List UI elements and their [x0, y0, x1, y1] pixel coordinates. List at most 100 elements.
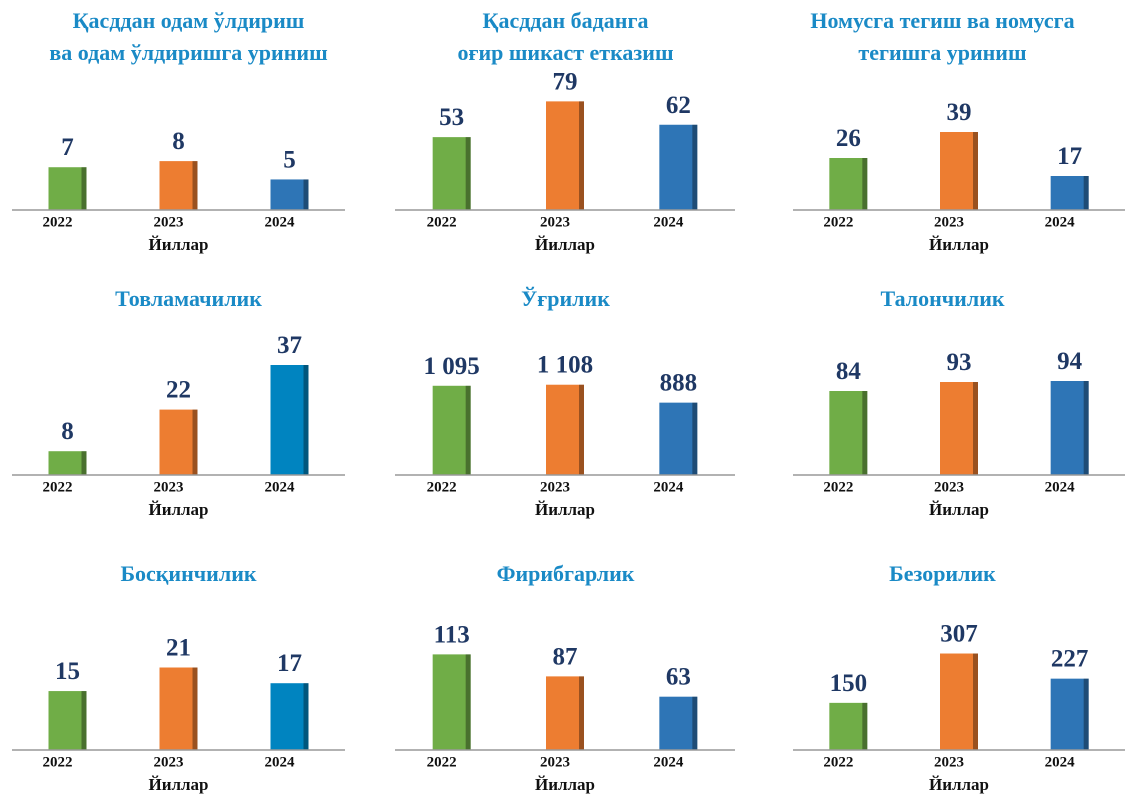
bar-shade	[692, 696, 698, 750]
chart-panel: Товламачилик 8 2022 22 2023 37 2024 Йиллар	[0, 265, 377, 534]
x-tick-label: 2022	[427, 479, 457, 495]
data-label: 87	[553, 643, 578, 670]
bar	[48, 167, 87, 210]
bar-shade	[303, 683, 309, 750]
x-tick-label: 2023	[540, 479, 570, 495]
x-tick-label: 2022	[823, 754, 853, 770]
chart-title: Фирибгарлик	[496, 561, 635, 586]
bar-shade	[862, 702, 868, 750]
bar	[940, 382, 978, 475]
bar	[432, 137, 471, 210]
bar	[270, 179, 309, 210]
data-label: 7	[61, 134, 74, 161]
bar	[1050, 678, 1089, 750]
chart-panel: Қасддан одам ўлдириш ва одам ўлдиришга у…	[0, 0, 377, 269]
bar	[432, 385, 471, 475]
x-tick-label: 2024	[1045, 754, 1076, 770]
bar	[659, 402, 698, 475]
bar-shade	[303, 365, 309, 475]
x-axis-label: Йиллар	[535, 775, 595, 794]
x-axis-label: Йиллар	[148, 775, 208, 794]
bar-shade	[81, 451, 87, 475]
data-label: 113	[434, 621, 470, 648]
x-tick-label: 2024	[1045, 479, 1076, 495]
bar-shade	[579, 384, 584, 475]
chart: 113 2022 87 2023 63 2024 Йиллар	[395, 621, 735, 794]
bar-shade	[192, 161, 198, 210]
bar-shade	[465, 385, 471, 475]
x-axis-label: Йиллар	[535, 500, 595, 519]
bar	[1050, 381, 1089, 475]
bar	[270, 365, 309, 475]
x-tick-label: 2023	[154, 479, 184, 495]
x-tick-label: 2023	[540, 214, 570, 230]
chart-title: Номусга тегиш ва номусга тегишга уриниш	[810, 8, 1075, 65]
x-tick-label: 2024	[653, 214, 684, 230]
bar	[940, 132, 978, 210]
data-label: 5	[283, 146, 296, 173]
bar	[270, 683, 309, 750]
x-tick-label: 2023	[154, 754, 184, 770]
x-axis-label: Йиллар	[929, 775, 989, 794]
x-tick-label: 2022	[43, 479, 73, 495]
bar	[829, 158, 868, 210]
data-label: 94	[1057, 348, 1083, 375]
chart-panel: Босқинчилик 15 2022 21 2023 17 2024 Йиллар	[0, 540, 377, 809]
bar	[829, 702, 868, 750]
x-axis-label: Йиллар	[929, 500, 989, 519]
data-label: 79	[553, 68, 578, 95]
bar	[432, 654, 471, 750]
x-axis-label: Йиллар	[535, 235, 595, 254]
bar	[546, 676, 584, 750]
data-label: 62	[666, 92, 691, 119]
bar	[159, 667, 198, 750]
x-tick-label: 2022	[823, 214, 853, 230]
x-tick-label: 2022	[43, 214, 73, 230]
bar-shade	[973, 653, 978, 750]
data-label: 21	[166, 635, 191, 662]
bar-shade	[465, 654, 471, 750]
bar-shade	[81, 691, 87, 750]
data-label: 888	[660, 370, 698, 397]
chart-title: Ўғрилик	[521, 286, 610, 311]
x-tick-label: 2024	[265, 754, 296, 770]
bar	[48, 451, 87, 475]
data-label: 26	[836, 125, 861, 152]
chart: 84 2022 93 2023 94 2024 Йиллар	[793, 348, 1125, 519]
data-label: 1 095	[424, 353, 480, 380]
bar-shade	[1083, 381, 1089, 475]
x-tick-label: 2024	[265, 479, 296, 495]
x-tick-label: 2022	[823, 479, 853, 495]
chart: 7 2022 8 2023 5 2024 Йиллар	[12, 128, 345, 254]
bar	[546, 384, 584, 475]
chart-title: Талончилик	[880, 286, 1005, 311]
bar	[829, 391, 868, 475]
x-tick-label: 2022	[427, 754, 457, 770]
bar-shade	[692, 124, 698, 210]
chart-panel: Безорилик 150 2022 307 2023 227 2024 Йиллар	[754, 540, 1131, 809]
data-label: 84	[836, 358, 862, 385]
chart-title: Товламачилик	[115, 286, 262, 311]
x-tick-label: 2024	[653, 754, 684, 770]
bar-shade	[579, 101, 584, 210]
bar	[546, 101, 584, 210]
bar-shade	[579, 676, 584, 750]
data-label: 63	[666, 664, 691, 691]
x-axis-label: Йиллар	[148, 500, 208, 519]
x-tick-label: 2022	[43, 754, 73, 770]
data-label: 8	[172, 128, 185, 155]
bar-shade	[81, 167, 87, 210]
chart-panel: Талончилик 84 2022 93 2023 94 2024 Йиллар	[754, 265, 1131, 534]
x-tick-label: 2024	[265, 214, 296, 230]
chart-title: Қасддан баданга оғир шикаст етказиш	[457, 8, 674, 65]
chart-title: Босқинчилик	[120, 561, 257, 586]
x-tick-label: 2023	[154, 214, 184, 230]
bar-shade	[862, 158, 868, 210]
x-tick-label: 2023	[934, 479, 964, 495]
bar	[659, 696, 698, 750]
bar-shade	[1083, 678, 1089, 750]
chart: 8 2022 22 2023 37 2024 Йиллар	[12, 332, 345, 519]
bar-shade	[192, 409, 198, 475]
bar	[1050, 176, 1089, 210]
x-tick-label: 2024	[1045, 214, 1076, 230]
